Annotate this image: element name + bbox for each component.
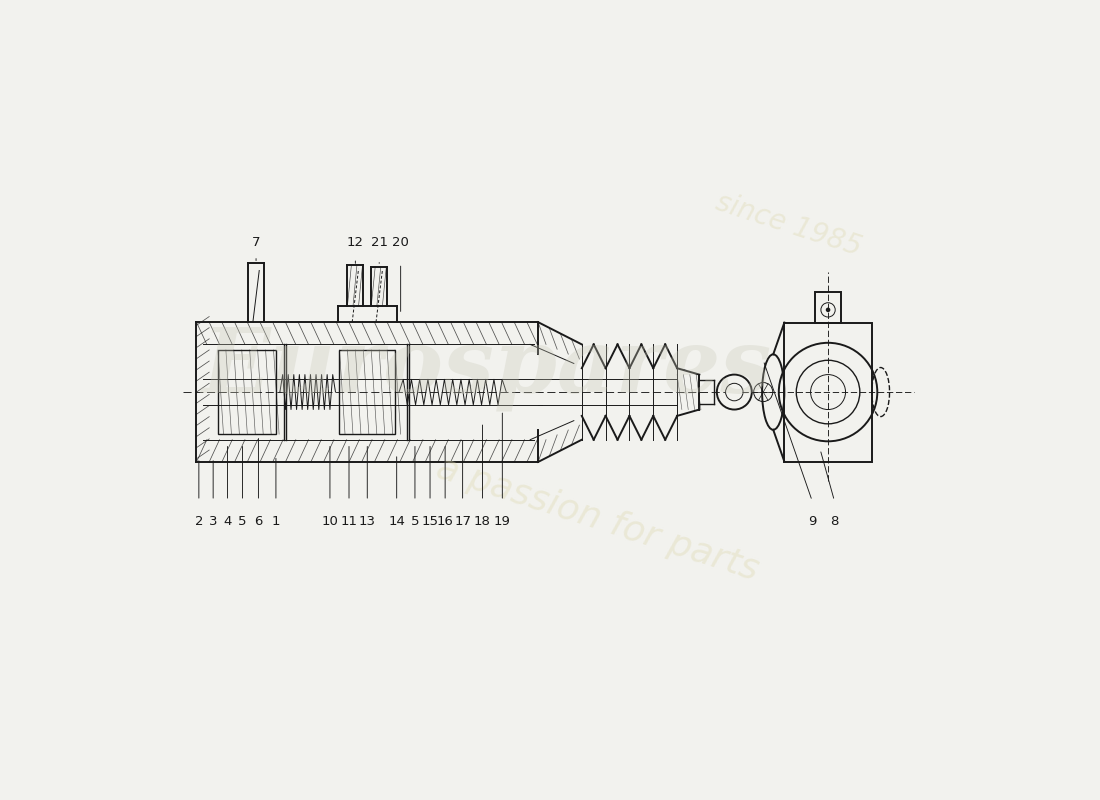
Text: 10: 10	[321, 515, 339, 528]
Text: 5: 5	[239, 515, 246, 528]
Text: 12: 12	[346, 236, 364, 249]
Text: 4: 4	[223, 515, 232, 528]
Text: 11: 11	[341, 515, 358, 528]
Text: 14: 14	[388, 515, 405, 528]
Text: 5: 5	[410, 515, 419, 528]
Text: 17: 17	[454, 515, 471, 528]
Text: 20: 20	[393, 236, 409, 249]
Circle shape	[826, 308, 829, 311]
Text: 6: 6	[254, 515, 263, 528]
Text: since 1985: since 1985	[712, 189, 865, 262]
Text: 21: 21	[371, 236, 387, 249]
Text: 3: 3	[209, 515, 218, 528]
Text: 8: 8	[830, 515, 838, 528]
Text: a passion for parts: a passion for parts	[432, 451, 763, 587]
Text: 1: 1	[272, 515, 280, 528]
Text: Eurospares: Eurospares	[201, 325, 771, 411]
Text: 15: 15	[421, 515, 439, 528]
Text: 9: 9	[808, 515, 816, 528]
Text: 2: 2	[195, 515, 204, 528]
Text: 16: 16	[437, 515, 453, 528]
Text: 18: 18	[474, 515, 491, 528]
Text: 19: 19	[494, 515, 510, 528]
Text: 13: 13	[359, 515, 376, 528]
Text: 7: 7	[252, 236, 261, 249]
